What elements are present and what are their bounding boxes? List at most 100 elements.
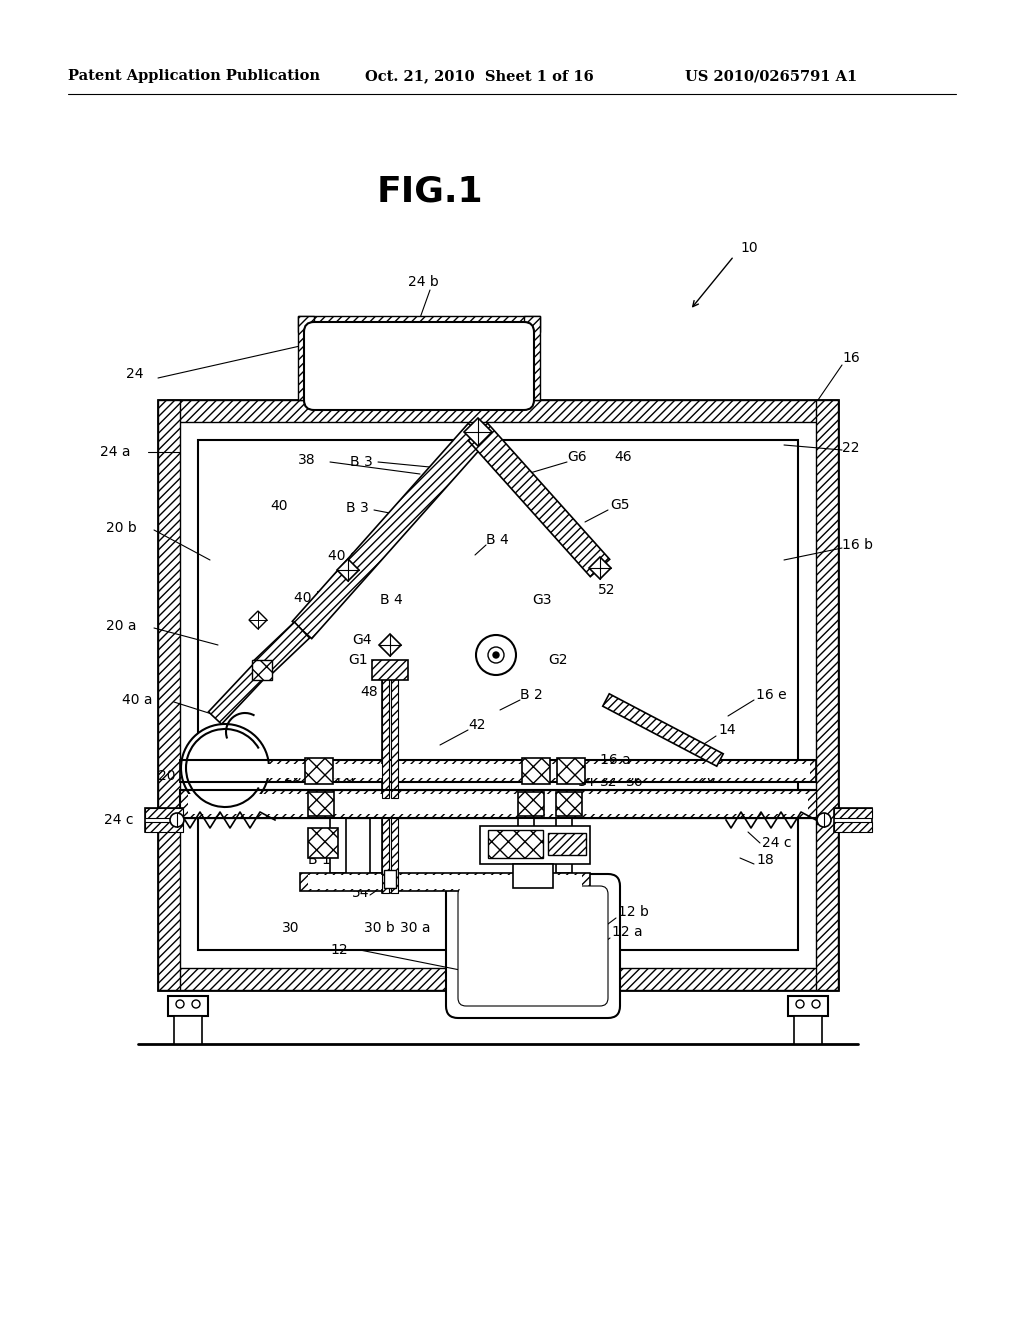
Polygon shape [209,661,268,725]
Polygon shape [249,611,267,630]
Bar [308,875,582,888]
Text: 40: 40 [270,499,288,513]
Bar [816,400,838,990]
Text: 18: 18 [756,853,774,867]
Text: 54: 54 [352,886,370,900]
Bar [305,758,333,784]
Polygon shape [254,622,309,676]
Text: Oct. 21, 2010  Sheet 1 of 16: Oct. 21, 2010 Sheet 1 of 16 [365,69,594,83]
Text: 32: 32 [600,775,617,789]
Text: 26: 26 [284,770,302,784]
Text: B 4: B 4 [380,593,402,607]
Bar [145,808,183,832]
Polygon shape [379,634,401,656]
Circle shape [176,1001,184,1008]
FancyBboxPatch shape [304,322,534,411]
Text: 24 b: 24 b [408,275,438,289]
Text: 24 c: 24 c [104,813,133,828]
Polygon shape [337,558,359,581]
Bar [382,818,389,894]
Bar [314,333,524,400]
Text: 26: 26 [698,771,716,785]
Circle shape [493,652,499,657]
Bar [252,660,272,680]
Text: 30 a: 30 a [400,921,430,935]
Text: 12 b: 12 b [618,906,649,919]
Bar [298,315,540,333]
Text: B 1: B 1 [308,853,331,867]
Text: 16 a: 16 a [600,752,631,767]
Bar [548,833,586,855]
Bar [330,818,346,873]
Text: 24: 24 [126,367,143,381]
Bar [556,792,582,816]
Bar [488,830,543,858]
Circle shape [476,635,516,675]
Text: 16 e: 16 e [756,688,786,702]
Text: B 3: B 3 [350,455,373,469]
Text: G6: G6 [567,450,587,465]
Text: 16 b: 16 b [842,539,873,552]
Text: 40 a: 40 a [122,693,153,708]
Text: US 2010/0265791 A1: US 2010/0265791 A1 [685,69,857,83]
Text: 40 c: 40 c [328,549,357,564]
Polygon shape [292,424,487,639]
Circle shape [193,1001,200,1008]
Bar [180,789,816,818]
FancyBboxPatch shape [458,886,608,1006]
Bar [556,818,572,873]
Bar [382,668,389,799]
Bar [391,668,398,799]
Bar [145,822,183,832]
Bar [370,818,386,873]
Bar [794,1016,822,1044]
Bar [308,792,334,816]
Bar [834,808,872,832]
Text: 30 b: 30 b [364,921,394,935]
Text: 38: 38 [298,453,315,467]
Bar [186,764,810,777]
FancyBboxPatch shape [446,874,620,1018]
Text: B 3: B 3 [346,502,369,515]
Text: 12: 12 [330,942,347,957]
Text: 24 a: 24 a [100,445,130,459]
Text: 16: 16 [842,351,860,366]
Bar [180,760,816,781]
Text: G1: G1 [348,653,368,667]
Polygon shape [603,694,723,766]
Bar [384,870,396,888]
Text: B 4: B 4 [486,533,509,546]
Circle shape [812,1001,820,1008]
Polygon shape [589,557,611,579]
Polygon shape [468,424,609,577]
Bar [480,826,590,865]
Bar [158,400,838,422]
Text: FIG.1: FIG.1 [377,176,483,209]
Text: 12 a: 12 a [612,925,643,939]
Bar [158,968,838,990]
Bar [518,792,544,816]
Bar [524,315,540,400]
Text: G4: G4 [352,634,372,647]
Text: 34: 34 [578,775,596,789]
Text: B 2: B 2 [520,688,543,702]
Text: 14 a: 14 a [324,770,354,784]
Bar [298,315,314,400]
Bar [834,808,872,818]
Text: G3: G3 [532,593,552,607]
Bar [513,865,553,888]
Text: 14: 14 [718,723,735,737]
Bar [168,997,208,1016]
Text: 20: 20 [158,770,175,783]
Text: 24 c: 24 c [762,836,792,850]
Bar [382,668,398,799]
Bar [145,808,183,818]
Circle shape [488,647,504,663]
Bar [308,828,338,858]
Bar [198,440,798,950]
Bar [391,818,398,894]
Bar [188,795,808,814]
Text: G2: G2 [548,653,567,667]
Text: 40 b: 40 b [294,591,325,605]
Bar [174,1016,202,1044]
